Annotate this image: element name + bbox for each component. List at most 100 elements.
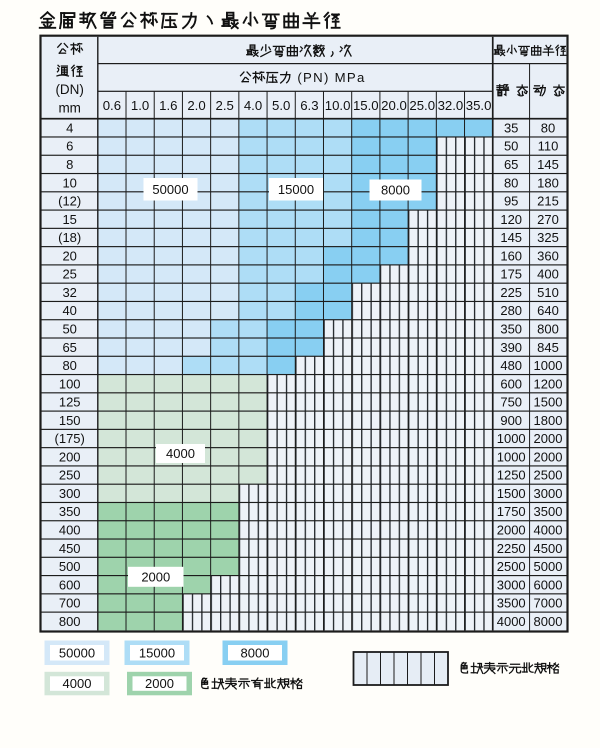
svg-text:1000: 1000: [534, 358, 563, 373]
svg-text:270: 270: [537, 212, 559, 227]
svg-text:2000: 2000: [534, 431, 563, 446]
svg-text:400: 400: [537, 267, 559, 282]
svg-text:4500: 4500: [534, 541, 563, 556]
svg-text:175: 175: [500, 267, 522, 282]
svg-text:900: 900: [500, 413, 522, 428]
svg-text:2500: 2500: [497, 559, 526, 574]
svg-text:25.0: 25.0: [409, 98, 435, 113]
svg-text:35: 35: [504, 121, 518, 136]
svg-text:4000: 4000: [534, 523, 563, 538]
svg-text:4000: 4000: [63, 676, 92, 691]
svg-text:50: 50: [504, 139, 518, 154]
svg-text:750: 750: [500, 395, 522, 410]
svg-text:(18): (18): [58, 230, 81, 245]
svg-text:2000: 2000: [145, 676, 174, 691]
svg-text:390: 390: [500, 340, 522, 355]
svg-text:4000: 4000: [166, 446, 195, 461]
svg-text:6.3: 6.3: [300, 98, 318, 113]
svg-text:6: 6: [66, 139, 73, 154]
svg-text:50000: 50000: [59, 645, 95, 660]
svg-text:65: 65: [62, 340, 76, 355]
svg-text:25: 25: [62, 267, 76, 282]
svg-text:350: 350: [59, 504, 81, 519]
svg-text:1800: 1800: [534, 413, 563, 428]
svg-text:500: 500: [59, 559, 81, 574]
svg-text:80: 80: [541, 121, 555, 136]
svg-text:1000: 1000: [497, 449, 526, 464]
svg-text:15000: 15000: [278, 182, 314, 197]
svg-text:32: 32: [62, 285, 76, 300]
svg-text:300: 300: [59, 486, 81, 501]
svg-text:2.5: 2.5: [216, 98, 234, 113]
svg-text:35.0: 35.0: [466, 98, 492, 113]
svg-text:800: 800: [537, 322, 559, 337]
svg-text:110: 110: [538, 139, 559, 154]
svg-text:95: 95: [504, 194, 518, 209]
svg-text:350: 350: [500, 322, 522, 337]
svg-text:5.0: 5.0: [272, 98, 290, 113]
svg-text:8000: 8000: [381, 183, 410, 198]
svg-text:800: 800: [59, 614, 81, 629]
svg-text:3000: 3000: [534, 486, 563, 501]
svg-text:125: 125: [59, 395, 81, 410]
svg-text:15000: 15000: [139, 645, 175, 660]
svg-text:8: 8: [66, 157, 73, 172]
svg-text:2000: 2000: [497, 523, 526, 538]
svg-text:1500: 1500: [534, 395, 563, 410]
svg-text:6000: 6000: [534, 577, 563, 592]
svg-text:4.0: 4.0: [244, 98, 262, 113]
svg-text:15.0: 15.0: [353, 98, 379, 113]
svg-text:32.0: 32.0: [438, 98, 464, 113]
svg-text:150: 150: [59, 413, 81, 428]
svg-text:845: 845: [537, 340, 559, 355]
svg-text:7000: 7000: [534, 596, 563, 611]
svg-text:400: 400: [59, 523, 81, 538]
svg-text:640: 640: [537, 303, 559, 318]
svg-text:1500: 1500: [497, 486, 526, 501]
svg-text:80: 80: [504, 175, 518, 190]
svg-text:(12): (12): [58, 194, 81, 209]
svg-text:0.6: 0.6: [103, 98, 121, 113]
svg-text:8000: 8000: [534, 614, 563, 629]
svg-text:145: 145: [537, 157, 559, 172]
svg-text:20.0: 20.0: [381, 98, 407, 113]
svg-text:2000: 2000: [534, 449, 563, 464]
svg-text:600: 600: [59, 577, 81, 592]
svg-text:2.0: 2.0: [187, 98, 205, 113]
svg-text:510: 510: [537, 285, 559, 300]
svg-text:1250: 1250: [497, 468, 526, 483]
svg-text:145: 145: [500, 230, 522, 245]
svg-text:10.0: 10.0: [325, 98, 351, 113]
svg-text:215: 215: [537, 194, 559, 209]
svg-text:200: 200: [59, 449, 81, 464]
svg-text:360: 360: [537, 248, 559, 263]
svg-text:120: 120: [500, 212, 522, 227]
svg-text:10: 10: [62, 175, 76, 190]
svg-text:20: 20: [62, 248, 76, 263]
svg-text:450: 450: [59, 541, 81, 556]
svg-text:(175): (175): [55, 431, 85, 446]
svg-text:280: 280: [500, 303, 522, 318]
svg-text:600: 600: [500, 376, 522, 391]
svg-text:325: 325: [537, 230, 559, 245]
svg-text:1.0: 1.0: [131, 98, 149, 113]
svg-text:mm: mm: [58, 100, 81, 115]
svg-text:1000: 1000: [497, 431, 526, 446]
svg-text:5000: 5000: [534, 559, 563, 574]
svg-text:(PN) MPa: (PN) MPa: [297, 70, 365, 85]
svg-text:50: 50: [62, 322, 76, 337]
svg-text:1.6: 1.6: [159, 98, 177, 113]
svg-text:40: 40: [62, 303, 76, 318]
svg-text:3500: 3500: [497, 596, 526, 611]
svg-text:700: 700: [59, 596, 81, 611]
svg-text:225: 225: [500, 285, 522, 300]
svg-text:4: 4: [66, 121, 73, 136]
svg-text:250: 250: [59, 468, 81, 483]
svg-text:(DN): (DN): [55, 82, 84, 97]
svg-text:15: 15: [62, 212, 76, 227]
svg-text:8000: 8000: [241, 645, 270, 660]
svg-text:160: 160: [500, 248, 522, 263]
svg-text:1750: 1750: [497, 504, 526, 519]
svg-text:2000: 2000: [141, 569, 170, 584]
svg-text:1200: 1200: [534, 376, 563, 391]
